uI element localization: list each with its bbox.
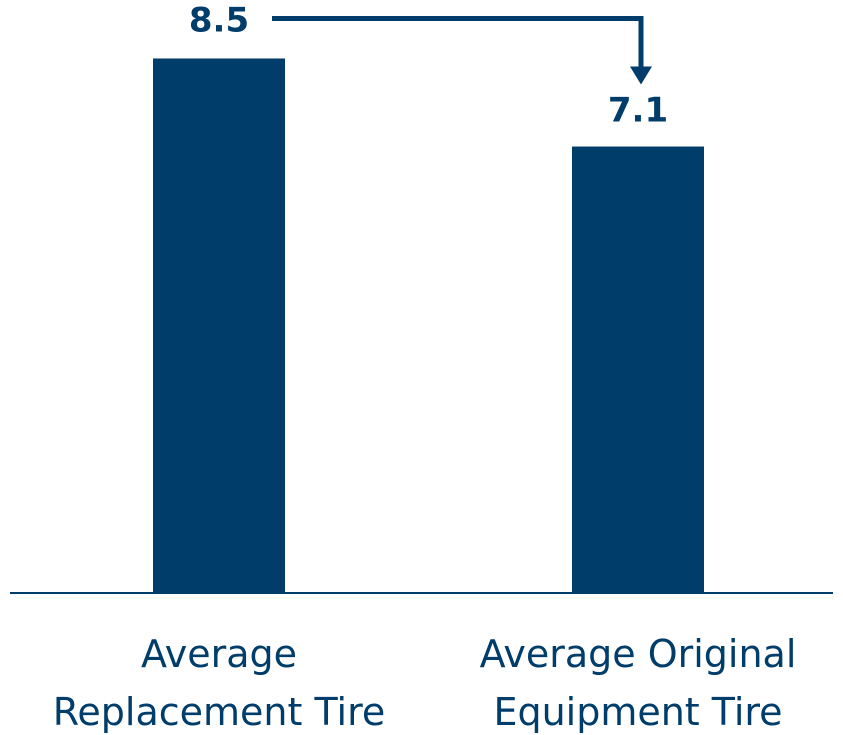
category-label-1-line-2: Replacement Tire <box>53 690 386 734</box>
annotation-layer <box>272 15 652 85</box>
comparison-arrow <box>272 15 644 69</box>
bar-1 <box>153 58 285 594</box>
category-label-1-line-1: Average <box>141 632 297 676</box>
bars-layer <box>153 58 704 594</box>
arrowhead-icon <box>630 66 652 85</box>
labels-layer: Average Replacement Tire Average Original E… <box>53 0 797 734</box>
value-label-2: 7.1 <box>608 91 668 131</box>
category-label-2-line-1: Average Original <box>480 632 797 676</box>
category-label-2-line-2: Equipment Tire <box>493 690 782 734</box>
bar-2 <box>572 146 704 593</box>
value-label-1: 8.5 <box>189 0 249 40</box>
